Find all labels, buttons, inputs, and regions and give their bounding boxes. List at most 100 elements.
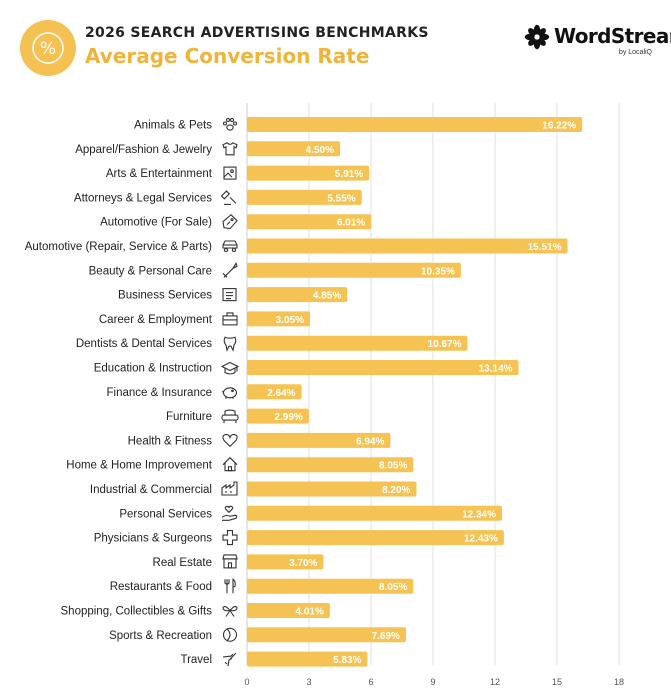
category-label: Animals & Pets bbox=[134, 120, 212, 132]
bar bbox=[247, 481, 417, 497]
bar bbox=[247, 554, 324, 570]
brush-icon bbox=[222, 261, 238, 278]
car-icon bbox=[222, 240, 238, 253]
category-label: Finance & Insurance bbox=[107, 387, 212, 399]
percent-icon: % bbox=[32, 32, 64, 64]
category-label: Education & Instruction bbox=[94, 363, 212, 375]
bar bbox=[247, 360, 519, 375]
bar bbox=[247, 238, 568, 254]
gavel-icon bbox=[220, 190, 237, 205]
conversion-rate-bar-chart: 0 3 6 9 12 15 18 Animals & Pets 16.22% Apparel/Fa… bbox=[25, 103, 624, 687]
bar bbox=[247, 189, 362, 205]
gift-bow-icon bbox=[222, 605, 238, 617]
airplane-icon bbox=[222, 652, 237, 667]
data-label: 5.83% bbox=[333, 655, 361, 666]
data-label: 12.43% bbox=[464, 534, 498, 545]
x-tick-label: 18 bbox=[614, 677, 624, 687]
bar bbox=[247, 287, 348, 303]
data-label: 7.69% bbox=[372, 631, 400, 642]
factory-icon bbox=[221, 481, 238, 496]
bar bbox=[247, 457, 414, 473]
wordstream-mark-icon bbox=[524, 24, 550, 50]
category-label: Business Services bbox=[118, 290, 212, 302]
bar bbox=[247, 432, 391, 448]
category-label: Arts & Entertainment bbox=[106, 168, 213, 180]
piggy-bank-icon bbox=[222, 387, 238, 399]
data-label: 6.94% bbox=[356, 436, 384, 447]
data-label: 12.34% bbox=[462, 509, 496, 520]
bar bbox=[247, 578, 414, 594]
bar bbox=[247, 311, 311, 327]
bar bbox=[247, 141, 340, 157]
data-label: 8.05% bbox=[379, 461, 407, 472]
data-label: 3.05% bbox=[276, 315, 304, 326]
category-label: Dentists & Dental Services bbox=[76, 338, 212, 350]
category-label: Beauty & Personal Care bbox=[89, 265, 212, 277]
data-label: 4.01% bbox=[296, 607, 324, 618]
category-label: Physicians & Surgeons bbox=[94, 533, 213, 545]
price-tag-icon bbox=[222, 213, 238, 230]
data-label: 4.50% bbox=[306, 145, 334, 156]
category-label: Shopping, Collectibles & Gifts bbox=[61, 606, 213, 618]
chart-title: Average Conversion Rate bbox=[85, 44, 370, 68]
data-label: 8.20% bbox=[382, 485, 410, 496]
data-label: 2.64% bbox=[267, 388, 295, 399]
data-label: 13.14% bbox=[479, 364, 513, 375]
shirt-icon bbox=[222, 142, 238, 156]
data-label: 8.05% bbox=[379, 582, 407, 593]
data-label: 15.51% bbox=[528, 242, 562, 253]
category-label: Industrial & Commercial bbox=[90, 484, 212, 496]
percent-badge: % bbox=[20, 20, 76, 76]
x-tick-label: 12 bbox=[490, 677, 500, 687]
brand-logo: WordStream by LocaliQ bbox=[502, 22, 671, 62]
armchair-icon bbox=[221, 409, 239, 424]
hand-heart-icon bbox=[221, 505, 238, 521]
data-label: 10.35% bbox=[421, 266, 455, 277]
category-label: Real Estate bbox=[153, 557, 212, 569]
percent-symbol: % bbox=[40, 39, 56, 59]
x-tick-label: 9 bbox=[430, 677, 435, 687]
bar bbox=[247, 651, 368, 667]
bar bbox=[247, 505, 503, 521]
data-label: 2.99% bbox=[274, 412, 302, 423]
x-tick-label: 15 bbox=[552, 677, 562, 687]
house-icon bbox=[222, 456, 238, 472]
document-icon bbox=[222, 288, 237, 302]
utensils-icon bbox=[224, 578, 236, 594]
category-label: Automotive (For Sale) bbox=[100, 217, 212, 229]
category-label: Home & Home Improvement bbox=[66, 460, 213, 472]
data-label: 5.55% bbox=[327, 193, 355, 204]
category-label: Career & Employment bbox=[99, 314, 213, 326]
bar bbox=[247, 165, 370, 181]
bar bbox=[247, 214, 372, 230]
category-label: Attorneys & Legal Services bbox=[74, 192, 212, 204]
category-label: Furniture bbox=[166, 411, 212, 423]
brand-name: WordStream bbox=[554, 24, 671, 48]
bar bbox=[247, 627, 406, 643]
category-label: Apparel/Fashion & Jewelry bbox=[75, 144, 212, 156]
bar bbox=[247, 603, 330, 618]
tooth-icon bbox=[223, 336, 237, 352]
x-tick-label: 0 bbox=[244, 677, 249, 687]
x-tick-label: 3 bbox=[306, 677, 311, 687]
category-label: Restaurants & Food bbox=[110, 581, 212, 593]
category-label: Travel bbox=[180, 654, 212, 666]
data-label: 4.85% bbox=[313, 291, 341, 302]
category-label: Personal Services bbox=[119, 508, 212, 520]
graduation-cap-icon bbox=[220, 361, 240, 375]
paw-icon bbox=[222, 117, 238, 131]
bar bbox=[247, 335, 468, 351]
briefcase-icon bbox=[222, 312, 238, 326]
bar bbox=[247, 262, 461, 278]
bar bbox=[247, 530, 504, 546]
x-tick-label: 6 bbox=[368, 677, 373, 687]
data-label: 16.22% bbox=[542, 121, 576, 132]
category-label: Automotive (Repair, Service & Parts) bbox=[25, 241, 212, 253]
category-label: Sports & Recreation bbox=[109, 630, 212, 642]
header: % 2026 SEARCH ADVERTISING BENCHMARKS Ave… bbox=[20, 20, 671, 80]
ball-icon bbox=[222, 627, 238, 642]
data-label: 6.01% bbox=[337, 218, 365, 229]
heart-icon bbox=[222, 433, 238, 448]
brand-subtitle: by LocaliQ bbox=[618, 49, 652, 56]
bar bbox=[247, 117, 583, 132]
